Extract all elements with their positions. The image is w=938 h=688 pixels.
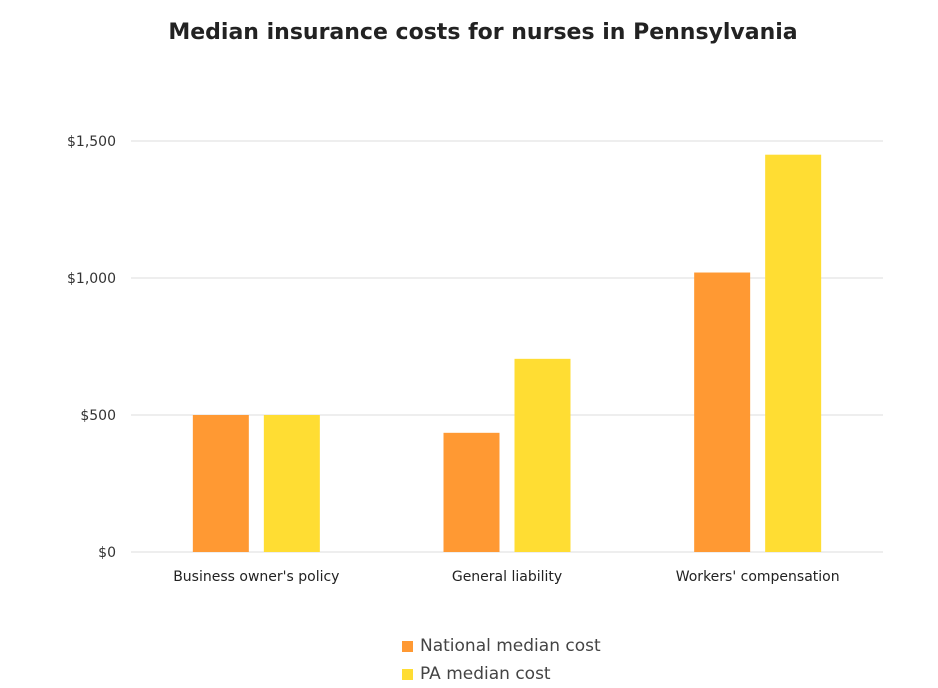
bar-2-0 <box>694 272 751 552</box>
x-category-label-0: Business owner's policy <box>173 569 339 585</box>
bar-1-0 <box>443 432 500 552</box>
legend-item-pa: PA median cost <box>402 660 601 688</box>
bars <box>192 154 822 552</box>
bar-0-1 <box>263 415 320 552</box>
bar-0-0 <box>192 415 249 552</box>
legend-label-national: National median cost <box>420 636 601 656</box>
bar-1-1 <box>514 358 571 552</box>
y-tick-label-2: $1,000 <box>67 271 116 287</box>
bar-2-1 <box>765 154 822 552</box>
legend-swatch-national <box>402 640 413 652</box>
x-category-label-1: General liability <box>452 569 562 585</box>
y-tick-label-3: $1,500 <box>67 134 116 150</box>
legend-label-pa: PA median cost <box>420 664 551 684</box>
legend-item-national: National median cost <box>402 632 601 660</box>
grid-lines <box>131 140 883 553</box>
y-axis-ticks: $0 $500 $1,000 $1,500 <box>67 134 116 561</box>
chart-title: Median insurance costs for nurses in Pen… <box>168 20 798 45</box>
x-axis-categories: Business owner's policy General liability… <box>173 569 839 585</box>
x-category-label-2: Workers' compensation <box>676 569 840 585</box>
legend: National median cost PA median cost <box>402 632 601 688</box>
y-tick-label-1: $500 <box>80 408 116 424</box>
y-tick-label-0: $0 <box>98 545 116 561</box>
legend-swatch-pa <box>402 668 413 680</box>
